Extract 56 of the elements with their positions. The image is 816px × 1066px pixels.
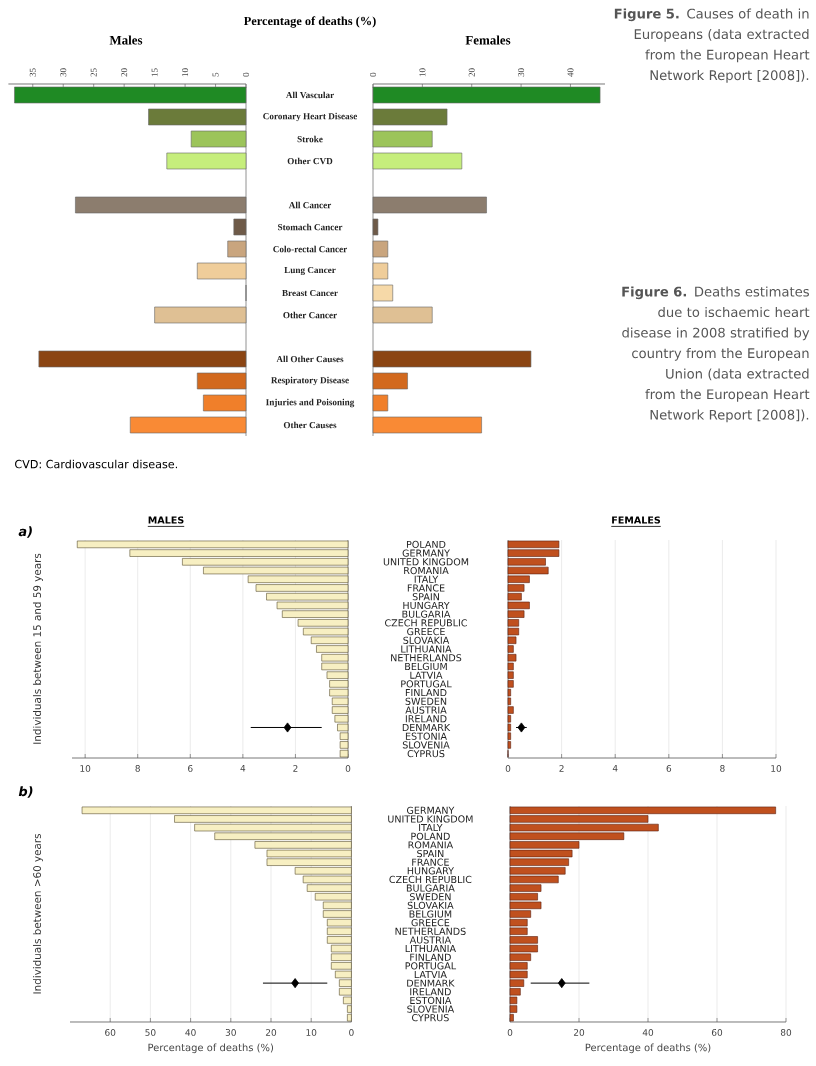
bar: [321, 662, 349, 671]
bar: [331, 944, 352, 953]
bar: [509, 823, 659, 832]
bar: [196, 372, 247, 390]
bar: [507, 566, 549, 575]
bar: [154, 306, 247, 324]
bar: [509, 849, 573, 858]
bar: [372, 130, 433, 148]
bar: [203, 394, 247, 412]
bar: [372, 262, 389, 280]
bar: [372, 240, 389, 258]
bar: [509, 970, 528, 979]
bar: [372, 306, 433, 324]
bar: [372, 284, 394, 302]
bar: [38, 350, 247, 368]
bar: [509, 875, 559, 884]
bar: [372, 86, 601, 104]
bar: [509, 918, 528, 927]
bar: [76, 540, 349, 549]
bar: [75, 196, 247, 214]
bar: [129, 416, 247, 434]
bar: [372, 372, 408, 390]
bar: [303, 627, 349, 636]
bar: [509, 806, 776, 815]
bar: [509, 944, 538, 953]
bar: [326, 918, 352, 927]
bar: [322, 901, 352, 910]
bar: [507, 662, 514, 671]
bar: [507, 601, 530, 610]
bar: [81, 806, 352, 815]
bar: [372, 416, 482, 434]
bar: [372, 394, 389, 412]
bar: [507, 627, 520, 636]
bar: [509, 996, 518, 1005]
bar: [507, 592, 522, 601]
bar: [166, 152, 247, 170]
bar: [509, 901, 542, 910]
bar: [148, 108, 247, 126]
bar: [337, 723, 349, 732]
bar: [329, 688, 349, 697]
bar: [190, 130, 247, 148]
bar: [372, 350, 532, 368]
bar: [339, 749, 349, 758]
bar: [227, 240, 247, 258]
bar: [331, 697, 349, 706]
bar: [335, 970, 352, 979]
bar: [343, 996, 352, 1005]
bar: [372, 108, 448, 126]
bar: [196, 262, 247, 280]
bar: [302, 875, 352, 884]
bar: [507, 540, 560, 549]
bar: [233, 218, 247, 236]
bar: [14, 86, 247, 104]
bar: [372, 218, 379, 236]
bar: [372, 196, 487, 214]
bar: [372, 152, 463, 170]
